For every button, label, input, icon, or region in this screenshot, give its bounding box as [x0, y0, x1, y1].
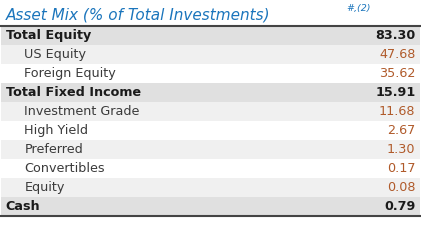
- Text: Total Equity: Total Equity: [5, 29, 91, 42]
- Text: Foreign Equity: Foreign Equity: [24, 67, 116, 80]
- Text: 35.62: 35.62: [379, 67, 416, 80]
- Text: Preferred: Preferred: [24, 143, 83, 156]
- Bar: [1, 26, 420, 45]
- Text: Asset Mix (% of Total Investments): Asset Mix (% of Total Investments): [5, 7, 270, 22]
- Text: #,(2): #,(2): [346, 4, 371, 13]
- Text: 0.79: 0.79: [384, 200, 416, 213]
- Bar: [1, 45, 420, 64]
- Text: 2.67: 2.67: [387, 124, 416, 137]
- Text: High Yield: High Yield: [24, 124, 88, 137]
- Text: Convertibles: Convertibles: [24, 162, 105, 175]
- Bar: [1, 178, 420, 197]
- Text: 11.68: 11.68: [379, 105, 416, 118]
- Text: 0.08: 0.08: [387, 181, 416, 194]
- Bar: [1, 121, 420, 140]
- Text: Cash: Cash: [5, 200, 40, 213]
- Text: 47.68: 47.68: [379, 48, 416, 61]
- Bar: [1, 64, 420, 83]
- Bar: [1, 140, 420, 159]
- Bar: [1, 197, 420, 216]
- Text: Total Fixed Income: Total Fixed Income: [5, 86, 141, 99]
- Text: Equity: Equity: [24, 181, 65, 194]
- Text: 1.30: 1.30: [387, 143, 416, 156]
- Bar: [1, 102, 420, 121]
- Bar: [1, 83, 420, 102]
- Text: 83.30: 83.30: [375, 29, 416, 42]
- Bar: [1, 159, 420, 178]
- Text: US Equity: US Equity: [24, 48, 86, 61]
- Text: 15.91: 15.91: [375, 86, 416, 99]
- Text: 0.17: 0.17: [387, 162, 416, 175]
- Text: Investment Grade: Investment Grade: [24, 105, 140, 118]
